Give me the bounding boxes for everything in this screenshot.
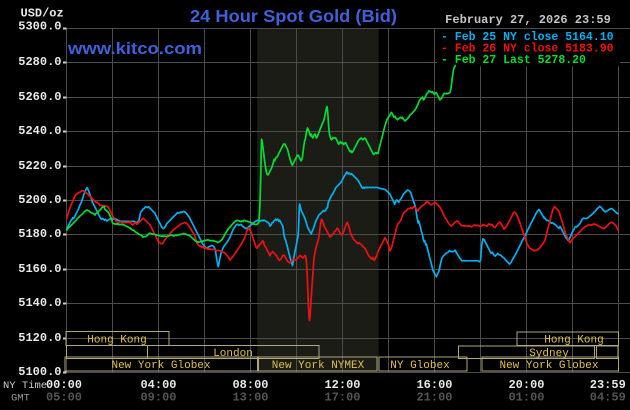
svg-text:NY Globex: NY Globex	[390, 360, 450, 372]
svg-text:NY Time: NY Time	[3, 380, 47, 392]
svg-text:New York NYMEX: New York NYMEX	[272, 360, 365, 372]
svg-text:04:00: 04:00	[140, 378, 176, 392]
svg-text:5280.0: 5280.0	[18, 55, 61, 69]
svg-text:21:00: 21:00	[416, 391, 452, 405]
svg-text:04:59: 04:59	[590, 391, 626, 405]
svg-text:Hong Kong: Hong Kong	[87, 334, 146, 346]
svg-text:Hong Kong: Hong Kong	[544, 335, 603, 347]
svg-text:5200.0: 5200.0	[18, 193, 61, 207]
svg-text:New York Globex: New York Globex	[111, 360, 210, 372]
svg-text:5180.0: 5180.0	[18, 227, 61, 241]
svg-text:5100.0: 5100.0	[18, 365, 61, 379]
svg-text:24 Hour Spot Gold (Bid): 24 Hour Spot Gold (Bid)	[190, 6, 397, 26]
svg-text:February 27, 2026 23:59: February 27, 2026 23:59	[445, 13, 611, 27]
svg-text:13:00: 13:00	[232, 391, 268, 405]
svg-text:- Feb 27 Last 5278.20: - Feb 27 Last 5278.20	[441, 54, 586, 67]
svg-text:16:00: 16:00	[416, 378, 452, 392]
svg-text:01:00: 01:00	[508, 391, 544, 405]
svg-text:00:00: 00:00	[46, 378, 82, 392]
svg-text:- Feb 25 NY close 5164.10: - Feb 25 NY close 5164.10	[441, 31, 614, 44]
svg-text:05:00: 05:00	[46, 391, 82, 405]
svg-text:USD/oz: USD/oz	[21, 7, 64, 21]
svg-text:5300.0: 5300.0	[18, 19, 61, 33]
svg-text:5240.0: 5240.0	[18, 124, 61, 138]
svg-text:Sydney: Sydney	[529, 348, 569, 360]
svg-text:08:00: 08:00	[232, 378, 268, 392]
svg-text:12:00: 12:00	[324, 378, 360, 392]
svg-text:20:00: 20:00	[508, 378, 544, 392]
svg-text:GMT: GMT	[11, 393, 30, 405]
svg-text:London: London	[213, 348, 253, 360]
svg-text:5120.0: 5120.0	[18, 331, 61, 345]
svg-text:www.kitco.com: www.kitco.com	[67, 39, 202, 58]
svg-text:5140.0: 5140.0	[18, 296, 61, 310]
svg-text:- Feb 26 NY close 5183.90: - Feb 26 NY close 5183.90	[441, 43, 614, 56]
svg-text:17:00: 17:00	[324, 391, 360, 405]
svg-text:5160.0: 5160.0	[18, 262, 61, 276]
svg-text:5220.0: 5220.0	[18, 159, 61, 173]
svg-text:23:59: 23:59	[590, 378, 626, 392]
svg-text:New York Globex: New York Globex	[499, 360, 598, 372]
svg-text:09:00: 09:00	[140, 391, 176, 405]
svg-text:5260.0: 5260.0	[18, 90, 61, 104]
